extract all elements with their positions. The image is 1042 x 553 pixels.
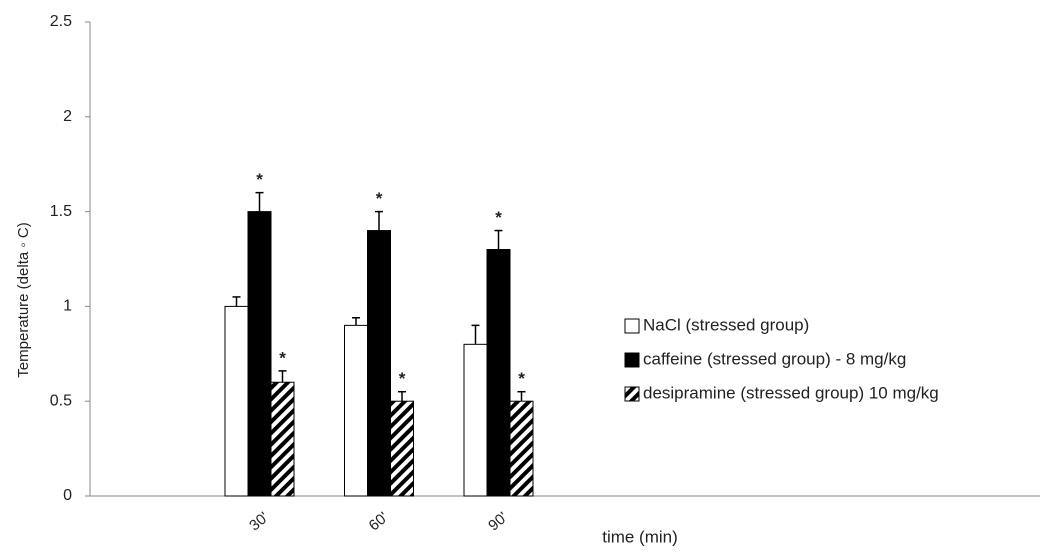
bar	[463, 343, 488, 497]
legend-swatch	[624, 352, 640, 368]
legend-label: caffeine (stressed group) - 8 mg/kg	[643, 349, 906, 368]
x-tick-label: 60'	[366, 509, 392, 535]
significance-label: *	[518, 369, 525, 388]
bar	[390, 400, 414, 497]
bar	[247, 211, 272, 497]
bar	[367, 230, 391, 497]
x-axis-title: time (min)	[602, 527, 678, 546]
significance-label: *	[256, 170, 263, 189]
significance-label: *	[376, 189, 383, 208]
bar	[270, 381, 295, 497]
bar	[486, 249, 511, 497]
significance-label: *	[279, 348, 286, 367]
x-tick-label: 30'	[246, 509, 272, 535]
y-tick-label: 1.5	[50, 203, 72, 220]
significance-label: *	[399, 369, 406, 388]
y-tick-label: 0	[63, 487, 72, 504]
legend-label: NaCl (stressed group)	[643, 315, 809, 334]
y-tick-label: 0.5	[50, 392, 72, 409]
legend-swatch	[624, 318, 640, 334]
y-tick-label: 2	[63, 108, 72, 125]
x-tick-label: 90'	[485, 509, 511, 535]
bar	[224, 305, 249, 497]
legend-swatch	[624, 386, 640, 402]
legend-label: desipramine (stressed group) 10 mg/kg	[643, 383, 939, 402]
bar	[344, 324, 368, 497]
significance-label: *	[495, 208, 502, 227]
y-tick-label: 2.5	[50, 13, 72, 30]
y-tick-label: 1	[63, 298, 72, 315]
y-axis-title: Temperature (delta ◦ C)	[15, 222, 32, 377]
bar	[509, 400, 534, 497]
